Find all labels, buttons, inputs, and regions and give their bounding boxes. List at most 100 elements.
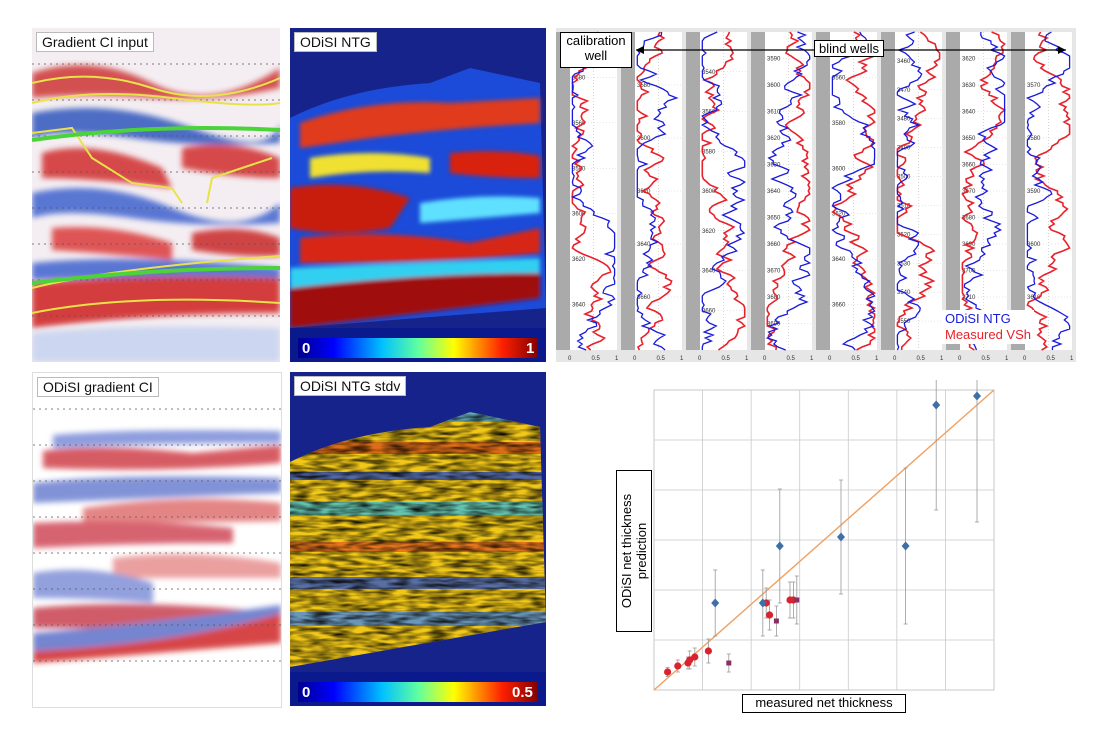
depth-tick-label: 3700	[962, 269, 976, 275]
ntg-colorbar-min: 0	[302, 340, 310, 357]
calibration-point	[674, 662, 682, 670]
depth-tick-label: 3580	[637, 83, 651, 89]
depth-tick-label: 3660	[637, 295, 651, 301]
depth-tick-label: 3510	[897, 203, 911, 209]
depth-tick-label: 3600	[637, 136, 651, 142]
calibration-point	[766, 611, 774, 619]
odisi-gradient-ci-label: ODiSI gradient CI	[37, 377, 159, 397]
measured-vsh-curve	[1026, 31, 1072, 351]
x-tick-label: 1	[615, 356, 619, 362]
depth-tick-label: 3640	[832, 257, 846, 263]
depth-gutter	[621, 32, 635, 350]
scatter-chart	[653, 380, 995, 691]
depth-tick-label: 3640	[637, 242, 651, 248]
odisi-ntg-curve	[896, 31, 923, 351]
depth-tick-label: 3650	[767, 216, 781, 222]
depth-tick-label: 3620	[572, 257, 586, 263]
x-tick-label: 0	[828, 356, 832, 362]
depth-tick-label: 3590	[767, 57, 781, 63]
calibration-point	[691, 653, 699, 661]
depth-tick-label: 3610	[767, 110, 781, 116]
depth-tick-label: 3590	[1027, 189, 1041, 195]
odisi-ntg-panel: 0 1 ODiSI NTG	[290, 28, 546, 362]
depth-tick-label: 3710	[962, 295, 976, 301]
depth-tick-label: 3670	[767, 269, 781, 275]
x-tick-label: 0	[633, 356, 637, 362]
depth-gutter	[556, 32, 570, 350]
depth-tick-label: 3600	[767, 83, 781, 89]
depth-tick-label: 3600	[1027, 242, 1041, 248]
depth-tick-label: 3560	[832, 75, 846, 81]
depth-gutter	[816, 32, 830, 350]
odisi-ntg-curve	[831, 31, 876, 351]
depth-tick-label: 3600	[832, 166, 846, 172]
legend-odisi-ntg: ODiSI NTG	[945, 311, 1011, 326]
depth-tick-label: 3580	[572, 75, 586, 81]
y-axis-label: ODiSI net thickness prediction	[616, 470, 652, 632]
calibration-point	[664, 668, 672, 676]
blind-well-point	[837, 532, 845, 542]
odisi-ntg-stdv-image: 0 0.5	[290, 372, 546, 706]
x-tick-label: 1	[1005, 356, 1009, 362]
depth-gutter	[1011, 32, 1025, 350]
x-tick-label: 0	[568, 356, 572, 362]
x-tick-label: 1	[680, 356, 684, 362]
gradient-ci-input-panel: Gradient CI input	[32, 28, 280, 362]
depth-tick-label: 3690	[962, 242, 976, 248]
depth-tick-label: 3500	[897, 175, 911, 181]
scatter-panel: ODiSI net thickness prediction measured …	[604, 380, 1010, 714]
x-tick-label: 0.5	[852, 356, 861, 362]
well-logs-legend: ODiSI NTG Measured VSh	[942, 310, 1034, 344]
odisi-gradient-ci-image	[33, 373, 281, 707]
depth-gutter	[946, 32, 960, 350]
x-tick-label: 0	[958, 356, 962, 362]
x-tick-label: 1	[1070, 356, 1074, 362]
x-tick-label: 0	[698, 356, 702, 362]
x-tick-label: 0.5	[787, 356, 796, 362]
depth-tick-label: 3680	[767, 295, 781, 301]
blind-well-point	[901, 541, 910, 551]
depth-tick-label: 3580	[702, 149, 716, 155]
depth-tick-label: 3640	[702, 269, 716, 275]
x-tick-label: 0.5	[722, 356, 731, 362]
odisi-ntg-curve	[960, 31, 1006, 351]
odisi-ntg-curve	[700, 31, 746, 350]
depth-tick-label: 3660	[832, 303, 846, 309]
log-track: 3460347034803490350035103520353035403550…	[881, 31, 944, 362]
x-tick-label: 0.5	[982, 356, 991, 362]
stdv-colorbar-max: 0.5	[512, 684, 533, 701]
depth-tick-label: 3660	[702, 308, 716, 314]
blind-well-point	[775, 541, 784, 551]
calibration-square-point	[773, 618, 779, 624]
ntg-colorbar-max: 1	[526, 340, 534, 357]
well-logs-panel: 3580 3560 3580 3600 3620 3640 0 0.5 1 3580 3600 362…	[556, 28, 1076, 362]
depth-tick-label: 3660	[962, 163, 976, 169]
odisi-ntg-curve	[636, 31, 679, 351]
gradient-ci-input-image	[32, 28, 280, 362]
blind-well-point	[932, 400, 941, 410]
depth-tick-label: 3620	[832, 212, 846, 218]
log-track: 3580 3560 3580 3600 3620 3640 0 0.5 1	[556, 31, 619, 362]
calibration-point	[704, 647, 712, 655]
depth-tick-label: 3660	[767, 242, 781, 248]
depth-tick-label: 3530	[897, 261, 911, 267]
depth-tick-label: 3580	[832, 121, 846, 127]
depth-tick-label: 3480	[897, 117, 911, 123]
measured-vsh-curve	[636, 31, 673, 351]
odisi-ntg-stdv-label: ODiSI NTG stdv	[294, 376, 407, 396]
depth-gutter	[881, 32, 895, 350]
depth-tick-label: 3620	[767, 136, 781, 142]
well-logs-image: 3580 3560 3580 3600 3620 3640 0 0.5 1 3580 3600 362…	[556, 28, 1076, 362]
odisi-ntg-image: 0 1	[290, 28, 546, 362]
depth-tick-label: 3670	[962, 189, 976, 195]
depth-tick-label: 3580	[1027, 136, 1041, 142]
x-tick-label: 1	[745, 356, 749, 362]
odisi-ntg-curve	[1025, 31, 1071, 351]
x-tick-label: 0.5	[592, 356, 601, 362]
x-axis-label: measured net thickness	[742, 694, 906, 713]
y-axis-label-text: ODiSI net thickness prediction	[619, 493, 649, 609]
depth-gutter	[751, 32, 765, 350]
